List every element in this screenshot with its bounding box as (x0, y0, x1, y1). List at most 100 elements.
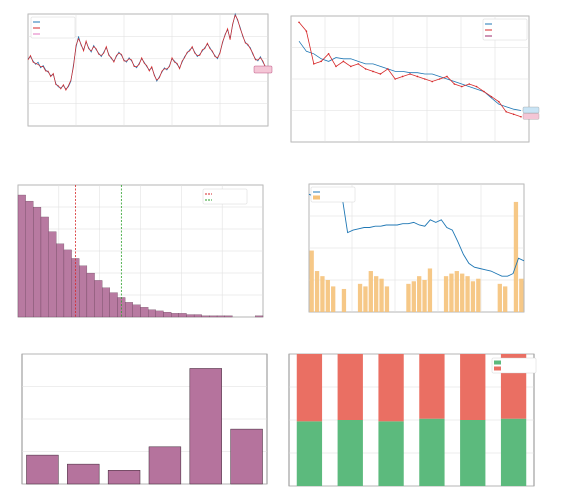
volume-volume-bar (379, 278, 384, 312)
volume-volume-bar (497, 283, 502, 312)
hist-histogram-bar (63, 249, 72, 318)
volume-legend-swatch (313, 195, 320, 200)
hist-histogram-bar (109, 292, 118, 318)
recent-last-value-box (522, 106, 540, 114)
recent-trend-chart (290, 15, 540, 143)
recent-series-point (357, 63, 359, 65)
panel-yearly-returns (0, 340, 281, 500)
volume-volume-bar (422, 280, 427, 312)
recent-series-point (468, 83, 470, 85)
volume-volume-bar (341, 288, 347, 312)
price-history-chart (27, 12, 273, 127)
volume-volume-bar (357, 283, 363, 312)
recent-series-point (387, 68, 389, 70)
recent-series-point (520, 116, 522, 118)
hist-histogram-bar (186, 314, 195, 318)
volume-volume-bar (519, 278, 524, 312)
hist-histogram-bar (125, 302, 133, 318)
volume-volume-bar (427, 268, 433, 312)
recent-series-point (424, 78, 426, 80)
hist-histogram-bar (201, 315, 210, 318)
volume-volume-bar (384, 286, 390, 312)
hist-histogram-bar (56, 243, 65, 318)
hist-histogram-bar (148, 309, 156, 318)
ratio-stacked-bar-1 (378, 354, 404, 422)
volume-volume-bar (449, 273, 454, 312)
return-distribution-chart (17, 184, 264, 318)
recent-series-point (446, 75, 448, 78)
ratio-stacked-bar-0 (419, 418, 445, 486)
volume-volume-bar (320, 276, 325, 312)
recent-series-point (453, 83, 456, 85)
ratio-stacked-bar-0 (296, 421, 323, 486)
volume-volume-bar (368, 271, 373, 312)
volume-price-line (308, 193, 525, 277)
hist-histogram-bar (17, 194, 26, 318)
recent-series-point (320, 60, 322, 63)
hist-histogram-bar (140, 307, 149, 318)
volume-volume-bar (325, 280, 330, 312)
recent-series-point (327, 53, 330, 55)
yearly-returns-chart (21, 353, 268, 485)
yearly-bar (26, 454, 59, 485)
recent-series-point (505, 110, 507, 113)
recent-series-point (394, 78, 396, 80)
volume-volume-bar (513, 201, 519, 312)
hist-histogram-bar (33, 207, 42, 318)
volume-legend-box (310, 186, 356, 203)
volume-volume-bar (460, 273, 465, 312)
recent-series-point (342, 60, 345, 63)
hist-histogram-bar (25, 200, 34, 318)
ratio-stacked-bar-1 (337, 354, 363, 420)
recent-series-point (409, 73, 411, 75)
recent-series-point (431, 80, 433, 83)
ratio-stacked-bar-1 (296, 354, 323, 422)
volume-volume-bar (411, 281, 416, 312)
recent-series-point (438, 78, 441, 80)
ratio-stacked-bar-0 (460, 420, 486, 486)
hist-histogram-bar (48, 231, 57, 318)
hist-histogram-bar (79, 265, 88, 318)
recent-series-point (313, 63, 315, 65)
volume-volume-bar (374, 276, 379, 312)
volume-volume-bar (363, 286, 368, 312)
yearly-bar (189, 368, 222, 485)
hist-histogram-bar (102, 287, 110, 318)
yearly-bar (67, 463, 100, 485)
volume-volume-bar (417, 276, 422, 312)
hist-histogram-bar (94, 280, 103, 318)
recent-series-point (416, 75, 419, 78)
volume-volume-bar (470, 281, 476, 312)
price-legend-box (30, 16, 76, 39)
hist-histogram-bar (163, 311, 172, 318)
volume-volume-bar (503, 286, 508, 312)
hist-histogram-bar (216, 315, 225, 318)
panel-return-distribution (0, 170, 281, 340)
recent-series-point (298, 21, 300, 24)
panel-recent-trend (281, 0, 562, 170)
volume-volume-bar (443, 276, 449, 312)
recent-series-point (475, 85, 478, 88)
ratio-stacked-bar-1 (460, 354, 486, 420)
volume-volume-bar (314, 271, 320, 312)
hist-histogram-bar (132, 304, 141, 318)
recent-series-point (401, 75, 404, 78)
volume-volume-bar (476, 278, 481, 312)
yearly-bar (107, 470, 141, 485)
recent-series-point (350, 65, 352, 68)
hist-histogram-bar (155, 310, 164, 318)
price-series-line-1 (27, 14, 269, 91)
recent-series-point (512, 113, 515, 116)
ratio-legend-box (491, 357, 537, 374)
volume-volume-bar (331, 286, 336, 312)
hist-legend-box (202, 188, 248, 205)
recent-series-point (498, 100, 500, 103)
hist-histogram-bar (86, 272, 95, 318)
up-down-ratio-chart (288, 353, 537, 487)
volume-price-chart (308, 183, 525, 313)
volume-volume-bar (465, 276, 470, 312)
recent-legend-box (482, 18, 528, 41)
price-last-value-box (253, 65, 273, 74)
ratio-stacked-bar-0 (378, 421, 404, 486)
panel-up-down-ratio (281, 340, 562, 500)
